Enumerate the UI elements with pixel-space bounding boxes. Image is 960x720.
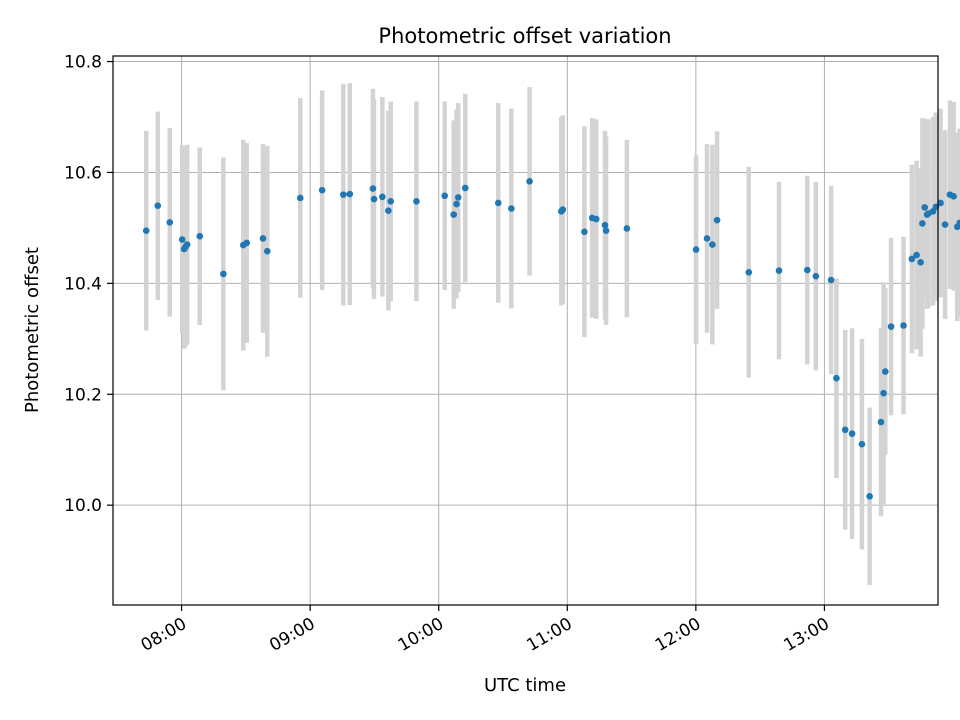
- grid: [113, 56, 938, 605]
- data-point: [263, 247, 271, 255]
- data-point: [956, 219, 960, 227]
- data-point: [142, 227, 150, 234]
- data-point: [833, 374, 840, 382]
- y-axis-label: Photometric offset: [22, 247, 43, 413]
- data-points: [142, 178, 960, 500]
- data-point: [950, 193, 957, 200]
- data-point: [220, 270, 227, 278]
- x-tick-label: 08:00: [138, 614, 190, 656]
- data-point: [841, 426, 849, 434]
- data-point: [917, 258, 924, 266]
- chart-title: Photometric offset variation: [378, 24, 671, 48]
- data-point: [413, 197, 420, 205]
- x-axis-label: UTC time: [484, 675, 566, 696]
- data-point: [450, 211, 458, 218]
- data-point: [623, 225, 631, 232]
- data-point: [559, 206, 567, 213]
- data-point: [937, 199, 944, 207]
- data-point: [592, 215, 600, 223]
- x-tick-label: 10:00: [395, 614, 447, 656]
- data-point: [919, 220, 926, 227]
- data-point: [581, 228, 588, 236]
- data-point: [713, 216, 721, 224]
- data-point: [340, 191, 347, 198]
- data-point: [709, 241, 716, 248]
- data-point: [243, 239, 251, 247]
- data-point: [877, 418, 885, 426]
- x-tick-label: 09:00: [266, 614, 318, 656]
- plot-background: [113, 56, 938, 605]
- data-point: [454, 194, 462, 201]
- data-point: [858, 440, 866, 448]
- data-point: [494, 199, 502, 207]
- y-tick-label: 10.8: [64, 53, 102, 73]
- data-point: [461, 184, 469, 192]
- data-point: [602, 227, 610, 234]
- data-point: [526, 178, 533, 185]
- data-point: [441, 192, 449, 200]
- data-point: [887, 323, 895, 330]
- data-point: [601, 221, 609, 229]
- data-point: [880, 389, 887, 397]
- data-point: [259, 235, 267, 242]
- data-point: [508, 205, 515, 212]
- y-tick-label: 10.4: [64, 274, 102, 294]
- data-point: [453, 200, 460, 208]
- data-point: [812, 272, 820, 280]
- data-point: [703, 235, 711, 242]
- data-point: [379, 193, 386, 201]
- y-tick-label: 10.0: [64, 496, 102, 516]
- x-tick-label: 11:00: [523, 614, 575, 656]
- data-point: [881, 368, 889, 375]
- data-point: [166, 219, 174, 226]
- data-point: [178, 236, 186, 243]
- data-point: [369, 185, 377, 192]
- data-point: [154, 202, 162, 210]
- plot-frame: [112, 55, 939, 606]
- data-point: [827, 276, 835, 284]
- data-point: [900, 322, 907, 329]
- data-point: [908, 255, 916, 263]
- data-point: [745, 268, 753, 276]
- y-tick-label: 10.2: [64, 385, 102, 405]
- data-point: [913, 251, 920, 259]
- x-tick-label: 13:00: [780, 614, 832, 656]
- data-point: [775, 267, 783, 274]
- data-point: [296, 194, 304, 202]
- data-point: [692, 246, 700, 253]
- data-point: [318, 186, 326, 194]
- data-point: [866, 493, 873, 500]
- data-point: [803, 266, 811, 274]
- data-point: [921, 204, 929, 211]
- data-point: [941, 221, 949, 228]
- data-point: [196, 232, 204, 240]
- data-point: [346, 190, 354, 198]
- data-point: [385, 207, 392, 215]
- y-tick-label: 10.6: [64, 163, 102, 183]
- data-point: [370, 195, 378, 203]
- data-point: [848, 430, 856, 437]
- x-tick-label: 12:00: [652, 614, 704, 656]
- data-point: [387, 197, 395, 205]
- data-point: [183, 241, 191, 248]
